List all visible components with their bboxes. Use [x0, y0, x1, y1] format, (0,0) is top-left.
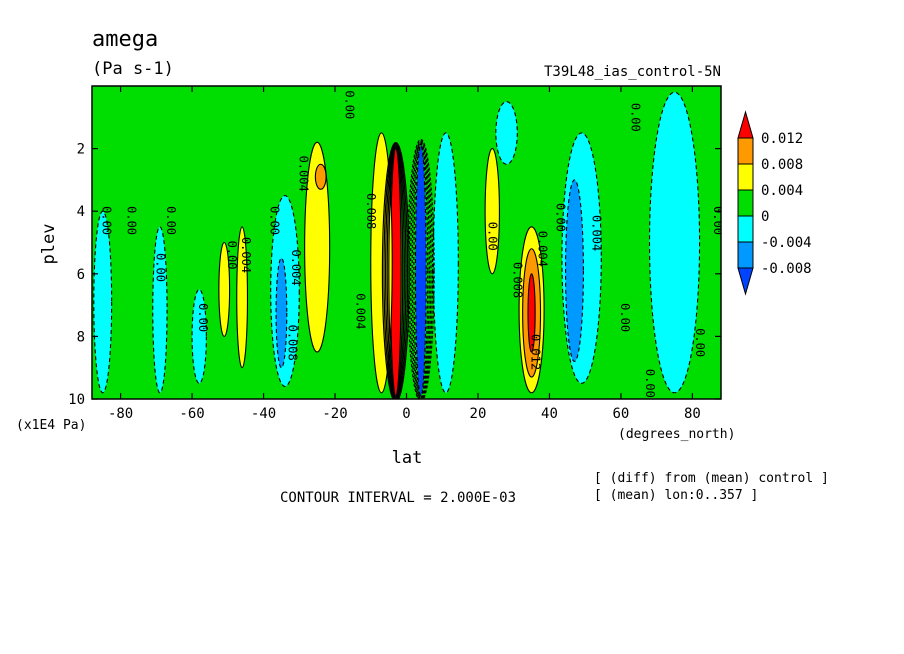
y-tick-label-0: 2	[77, 142, 85, 158]
contour-label-18: 0.004	[589, 215, 603, 251]
y-tick-label-3: 8	[77, 329, 85, 345]
contour-label-24: 0.00	[343, 90, 357, 119]
y-tick-label-4: 10	[68, 392, 85, 408]
contour-label-0: 0.00	[100, 206, 114, 235]
colorbar: 0.012 0.008 0.004 0 -0.004 -0.008	[738, 112, 812, 294]
contour-label-12: 0.008	[364, 193, 378, 229]
colorbar-label-4: -0.004	[761, 235, 812, 251]
note-diff: [ (diff) from (mean) control ]	[594, 471, 829, 486]
colorbar-segment-3	[738, 190, 753, 216]
note-mean: [ (mean) lon:0..357 ]	[594, 488, 758, 503]
x-tick-label-1: -60	[179, 406, 204, 422]
contour-label-11: 0.004	[353, 293, 367, 329]
contour-label-1: 0.00	[125, 206, 139, 235]
y-tick-label-1: 4	[77, 204, 85, 220]
contour-label-13: 0.00	[486, 222, 500, 251]
contour-label-19: 0.00	[618, 303, 632, 332]
colorbar-label-3: 0	[761, 209, 769, 225]
x-tick-label-6: 40	[541, 406, 558, 422]
contour-patch-12	[153, 227, 167, 393]
contour-label-9: 0.008	[286, 325, 300, 361]
x-tick-label-3: -20	[322, 406, 347, 422]
core-band-1	[415, 145, 426, 395]
colorbar-segment-6	[738, 268, 753, 294]
contour-label-5: 0.00	[225, 241, 239, 270]
contour-label-6: 0.004	[239, 237, 253, 273]
y-axis-label: plev	[39, 224, 59, 265]
contour-patch-20	[496, 102, 517, 165]
colorbar-segment-4	[738, 216, 753, 242]
y-axis-units: (x1E4 Pa)	[16, 418, 86, 433]
colorbar-segment-2	[738, 164, 753, 190]
x-tick-label-2: -40	[251, 406, 276, 422]
colorbar-segment-1	[738, 138, 753, 164]
x-tick-label-8: 80	[684, 406, 701, 422]
contour-label-3: 0.00	[153, 253, 167, 282]
contour-interval: CONTOUR INTERVAL = 2.000E-03	[280, 490, 516, 506]
dataset-label: T39L48_ias_control-5N	[544, 64, 721, 80]
contour-patch-11	[94, 211, 112, 393]
colorbar-label-0: 0.012	[761, 131, 803, 147]
x-axis-label: lat	[392, 448, 423, 468]
contour-label-17: 0.012	[529, 334, 543, 370]
contour-patch-5	[315, 164, 326, 189]
x-tick-label-0: -80	[108, 406, 133, 422]
contour-label-10: 0.004	[296, 156, 310, 192]
plot-area: 0.00 0.00 0.000.000.000.00 0.0040.000.0040.…	[92, 86, 725, 402]
contour-label-23: 0.00	[629, 103, 643, 132]
colorbar-segment-5	[738, 242, 753, 268]
x-axis-units: (degrees_north)	[618, 427, 735, 442]
colorbar-label-2: 0.004	[761, 183, 803, 199]
contour-label-15: 0.004	[536, 231, 550, 267]
colorbar-segment-0	[738, 112, 753, 138]
chart-title: amega	[92, 27, 158, 52]
contour-patch-13	[485, 149, 499, 274]
contour-label-4: 0.00	[196, 303, 210, 332]
contour-label-20: 0.00	[643, 369, 657, 398]
colorbar-label-1: 0.008	[761, 157, 803, 173]
contour-label-2: 0.00	[164, 206, 178, 235]
contour-label-16: 0.00	[554, 203, 568, 232]
contour-label-22: 0.00	[711, 206, 725, 235]
y-tick-label-2: 6	[77, 267, 85, 283]
colorbar-label-5: -0.008	[761, 261, 812, 277]
contour-label-8: 0.004	[289, 249, 303, 285]
contour-patch-3	[433, 133, 458, 393]
x-tick-label-5: 20	[470, 406, 487, 422]
x-tick-label-4: 0	[402, 406, 410, 422]
contour-label-21: 0.00	[693, 328, 707, 357]
contour-patch-7	[276, 258, 287, 368]
contour-label-7: 0.00	[268, 206, 282, 235]
contour-patch-19	[650, 92, 700, 392]
x-tick-label-7: 60	[613, 406, 630, 422]
contour-label-14: 0.008	[511, 262, 525, 298]
chart-units: (Pa s-1)	[92, 59, 174, 79]
